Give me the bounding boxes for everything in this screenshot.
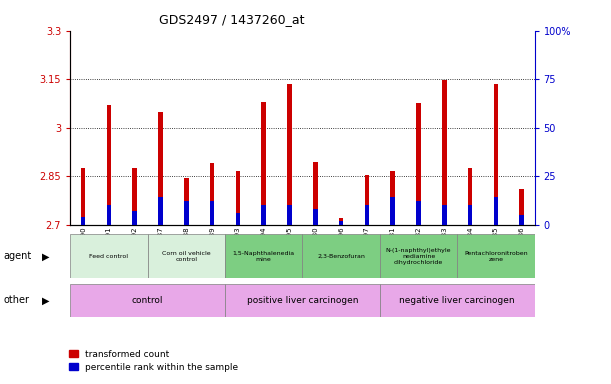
Bar [210,201,214,225]
Bar [225,284,380,317]
Bar [133,211,137,225]
Text: 2,3-Benzofuran: 2,3-Benzofuran [317,254,365,259]
Bar [468,168,472,225]
Bar [365,205,369,225]
Text: other: other [3,295,29,306]
Bar [287,84,292,225]
Text: Pentachloronitroben
zene: Pentachloronitroben zene [464,251,528,262]
Text: control: control [132,296,163,305]
Bar [339,221,343,225]
Bar [442,80,447,225]
Bar [158,111,163,225]
Bar [313,209,318,225]
Bar [339,218,343,225]
Bar [457,234,535,278]
Text: N-(1-naphthyl)ethyle
nediamine
dihydrochloride: N-(1-naphthyl)ethyle nediamine dihydroch… [386,248,452,265]
Bar [70,234,148,278]
Bar [302,234,380,278]
Bar [416,103,421,225]
Bar [313,162,318,225]
Bar [81,168,86,225]
Legend: transformed count, percentile rank within the sample: transformed count, percentile rank withi… [65,346,242,376]
Text: GDS2497 / 1437260_at: GDS2497 / 1437260_at [159,13,305,26]
Bar [287,205,292,225]
Bar [365,175,369,225]
Bar [81,217,86,225]
Bar [184,201,189,225]
Bar [236,213,240,225]
Bar [184,178,189,225]
Bar [416,201,421,225]
Bar [519,189,524,225]
Text: ▶: ▶ [42,295,49,306]
Bar [107,205,111,225]
Bar [236,171,240,225]
Bar [380,234,457,278]
Bar [262,102,266,225]
Text: negative liver carcinogen: negative liver carcinogen [400,296,515,305]
Text: Corn oil vehicle
control: Corn oil vehicle control [162,251,211,262]
Bar [262,205,266,225]
Bar [494,197,498,225]
Text: 1,5-Naphthalenedia
mine: 1,5-Naphthalenedia mine [233,251,295,262]
Bar [390,197,395,225]
Bar [468,205,472,225]
Bar [158,197,163,225]
Text: agent: agent [3,251,31,262]
Bar [70,284,225,317]
Bar [148,234,225,278]
Bar [107,105,111,225]
Bar [210,163,214,225]
Bar [380,284,535,317]
Bar [519,215,524,225]
Text: positive liver carcinogen: positive liver carcinogen [247,296,358,305]
Bar [225,234,302,278]
Text: ▶: ▶ [42,251,49,262]
Bar [390,171,395,225]
Bar [442,205,447,225]
Text: Feed control: Feed control [89,254,128,259]
Bar [133,168,137,225]
Bar [494,84,498,225]
